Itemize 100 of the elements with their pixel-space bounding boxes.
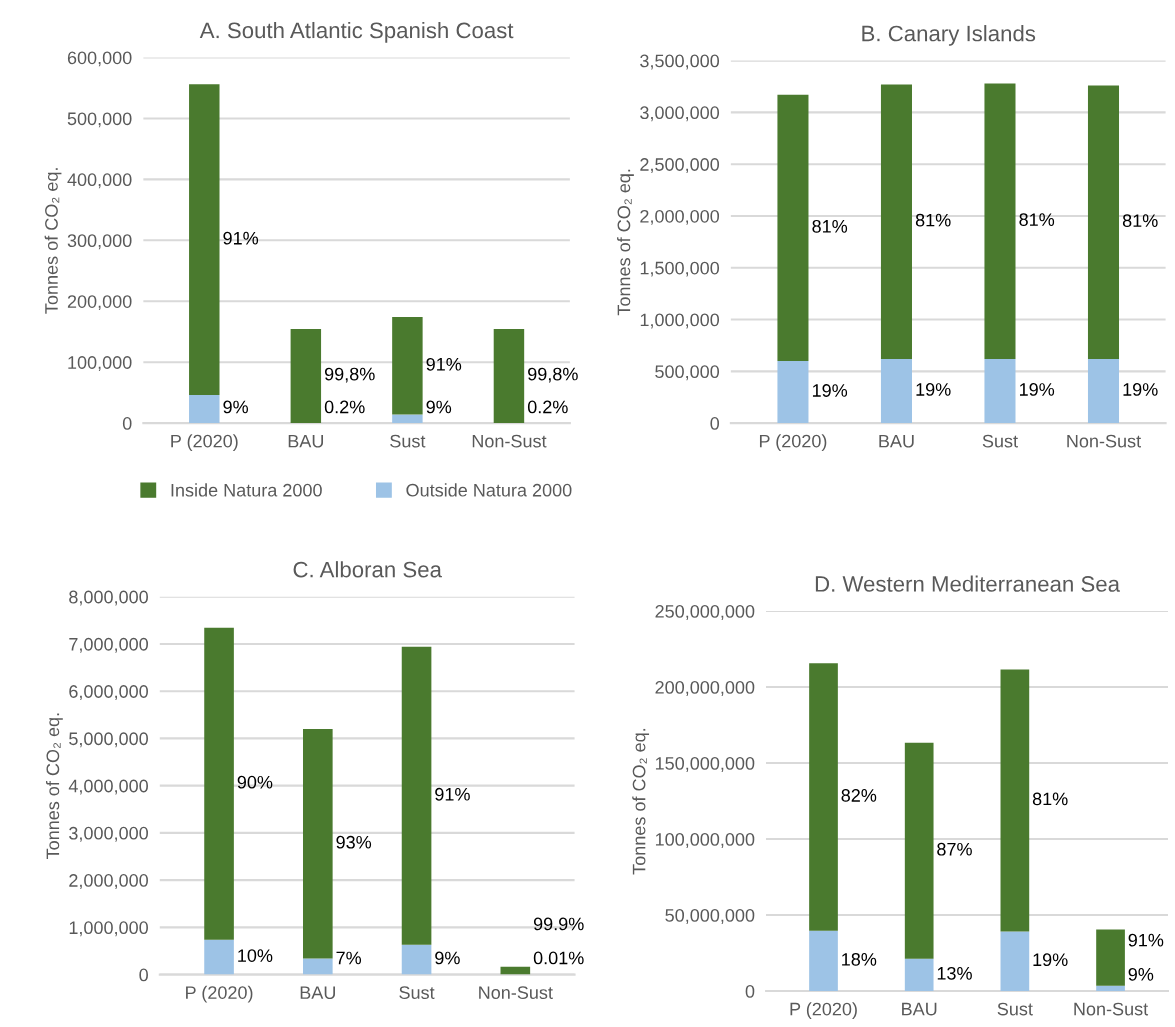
annotation: 90% [237, 775, 273, 789]
y-tick-label: 7,000,000 [69, 637, 148, 653]
bar [392, 414, 423, 424]
annotation: 99.9% [533, 917, 584, 931]
bar [204, 939, 234, 975]
annotation: 91% [426, 357, 462, 371]
bar [1000, 669, 1030, 932]
bar [493, 329, 525, 423]
y-axis-title: Tonnes of CO₂ eq. [617, 169, 634, 316]
chart-title: B. Canary Islands [862, 25, 1036, 46]
bar [904, 742, 934, 959]
annotation: 19% [1033, 953, 1068, 967]
annotation: 19% [1123, 383, 1158, 396]
y-tick-label: 2,500,000 [640, 158, 720, 174]
y-tick-label: 200,000 [67, 295, 132, 311]
y-tick-label: 8,000,000 [69, 590, 148, 606]
y-tick-label: 0 [710, 417, 720, 430]
x-tick-label: BAU [879, 434, 914, 448]
annotation: 99,8% [528, 367, 578, 383]
chart-title: A. South Atlantic Spanish Coast [199, 21, 514, 43]
bar [809, 663, 838, 931]
annotation: 93% [336, 835, 372, 849]
y-tick-label: 4,000,000 [68, 779, 148, 795]
y-tick-label: 1,000,000 [69, 921, 148, 937]
annotation: 81% [812, 219, 848, 233]
y-tick-label: 100,000,000 [655, 832, 755, 848]
y-axis-title: Tonnes of CO₂ eq. [632, 728, 650, 875]
legend-label: Inside Natura 2000 [171, 483, 322, 497]
x-tick-label: P (2020) [759, 434, 827, 452]
y-tick-label: 5,000,000 [69, 732, 148, 748]
x-tick-label: BAU [300, 986, 335, 999]
annotation: 13% [937, 966, 972, 980]
bar [401, 944, 432, 975]
bar [290, 329, 322, 423]
bar [303, 728, 333, 959]
bar [777, 360, 809, 424]
y-tick-label: 100,000 [68, 356, 132, 372]
bar [1087, 358, 1120, 424]
bar [1000, 931, 1030, 992]
bar [303, 958, 333, 975]
y-tick-label: 2,000,000 [69, 874, 148, 889]
annotation: 99,8% [324, 367, 375, 383]
legend-label: Outside Natura 2000 [406, 483, 572, 497]
y-tick-label: 150,000,000 [655, 757, 755, 772]
annotation: 9% [426, 400, 452, 414]
y-tick-label: 300,000 [67, 234, 132, 250]
bar [189, 395, 220, 424]
x-tick-label: Sust [390, 434, 426, 448]
annotation: 9% [1128, 967, 1154, 981]
y-tick-label: 3,000,000 [69, 826, 148, 842]
y-tick-label: 1,500,000 [640, 261, 720, 277]
chart-title: D. Western Mediterranean Sea [815, 575, 1120, 592]
x-tick-label: P (2020) [790, 1002, 857, 1019]
x-tick-label: Non-Sust [1074, 1002, 1149, 1016]
annotation: 0.2% [527, 400, 568, 414]
y-tick-label: 50,000,000 [665, 908, 755, 924]
bar [984, 358, 1016, 424]
annotation: 19% [1019, 383, 1055, 396]
y-tick-label: 400,000 [67, 173, 132, 189]
y-tick-label: 200,000,000 [655, 681, 755, 696]
bar [204, 627, 234, 940]
annotation: 0.2% [324, 400, 365, 414]
x-tick-label: Sust [982, 434, 1018, 448]
x-tick-label: BAU [902, 1002, 937, 1016]
annotation: 81% [1032, 792, 1068, 806]
annotation: 91% [435, 787, 470, 801]
annotation: 19% [812, 384, 848, 397]
bar [777, 94, 809, 361]
y-tick-label: 6,000,000 [69, 685, 148, 701]
y-axis-title: Tonnes of CO₂ eq. [44, 168, 62, 314]
y-tick-label: 0 [122, 417, 132, 430]
annotation: 87% [937, 842, 972, 856]
y-tick-label: 500,000 [655, 365, 720, 381]
y-axis-title: Tonnes of CO₂ eq. [46, 713, 63, 859]
bar [401, 646, 432, 945]
annotation: 19% [916, 383, 951, 396]
y-tick-label: 2,000,000 [640, 209, 720, 225]
y-tick-label: 0 [745, 984, 755, 998]
annotation: 81% [1122, 214, 1158, 228]
annotation: 0.01% [533, 951, 584, 965]
annotation: 9% [435, 951, 460, 965]
x-tick-label: P (2020) [171, 434, 238, 452]
annotation: 82% [841, 789, 877, 802]
annotation: 91% [223, 231, 259, 245]
bar [1096, 985, 1125, 992]
annotation: 18% [842, 952, 877, 966]
y-tick-label: 250,000,000 [655, 605, 755, 620]
x-tick-label: Non-Sust [479, 986, 553, 999]
bar [1096, 929, 1125, 986]
x-tick-label: Non-Sust [1067, 434, 1141, 448]
chart-title: C. Alboran Sea [293, 561, 442, 578]
x-tick-label: Non-Sust [472, 434, 547, 448]
x-tick-label: P (2020) [186, 985, 253, 1003]
y-tick-label: 3,500,000 [640, 54, 720, 70]
y-tick-label: 500,000 [67, 112, 132, 128]
annotation: 91% [1128, 933, 1164, 947]
y-tick-label: 3,000,000 [640, 106, 720, 122]
bar [189, 84, 220, 396]
bar [392, 317, 423, 415]
annotation: 7% [336, 951, 362, 965]
